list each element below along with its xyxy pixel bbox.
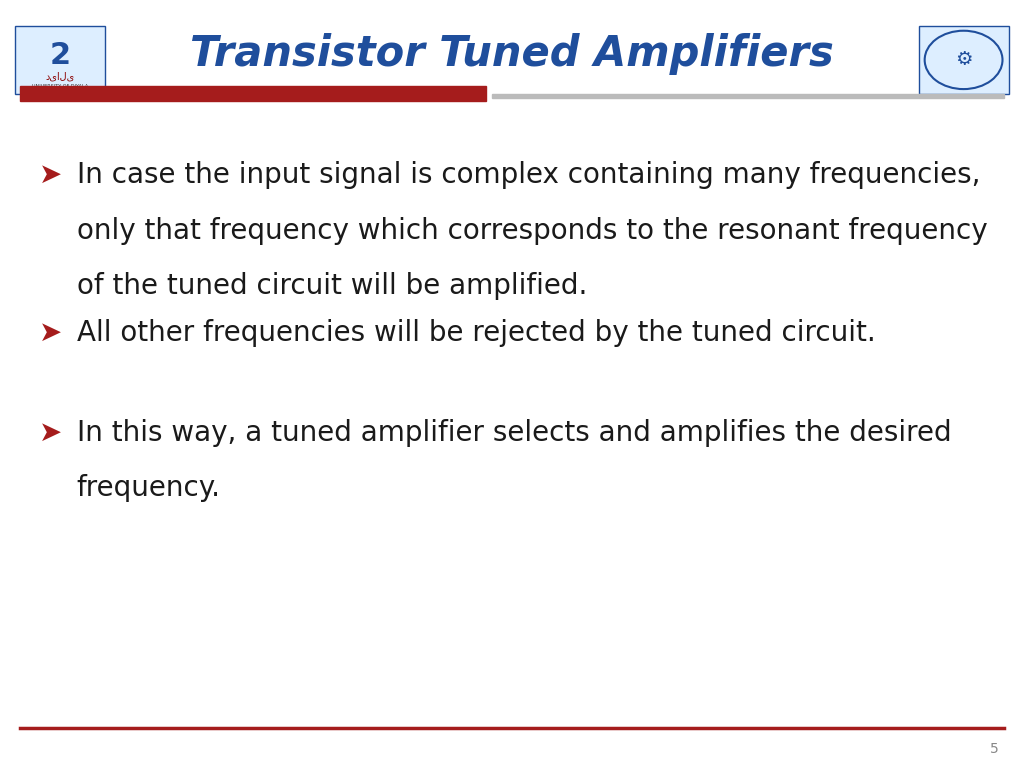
Text: ⚙: ⚙ [954,51,973,69]
Text: 5: 5 [989,742,998,756]
Text: ➤: ➤ [39,419,62,446]
Bar [15,26,105,94]
Text: ➤: ➤ [39,161,62,189]
Text: In case the input signal is complex containing many frequencies,: In case the input signal is complex cont… [77,161,980,189]
Text: frequency.: frequency. [77,474,221,502]
Text: UNIVERSITY OF DIYALA: UNIVERSITY OF DIYALA [33,84,88,88]
Text: Transistor Tuned Amplifiers: Transistor Tuned Amplifiers [190,33,834,74]
Text: 2: 2 [50,41,71,70]
Circle shape [925,31,1002,89]
Text: دیالى: دیالى [46,71,75,82]
Bar [20,86,486,101]
Bar [492,94,1004,98]
Text: ➤: ➤ [39,319,62,346]
Text: only that frequency which corresponds to the resonant frequency: only that frequency which corresponds to… [77,217,987,244]
Text: of the tuned circuit will be amplified.: of the tuned circuit will be amplified. [77,272,587,300]
Bar [919,26,1009,94]
Text: In this way, a tuned amplifier selects and amplifies the desired: In this way, a tuned amplifier selects a… [77,419,951,446]
Text: All other frequencies will be rejected by the tuned circuit.: All other frequencies will be rejected b… [77,319,876,346]
